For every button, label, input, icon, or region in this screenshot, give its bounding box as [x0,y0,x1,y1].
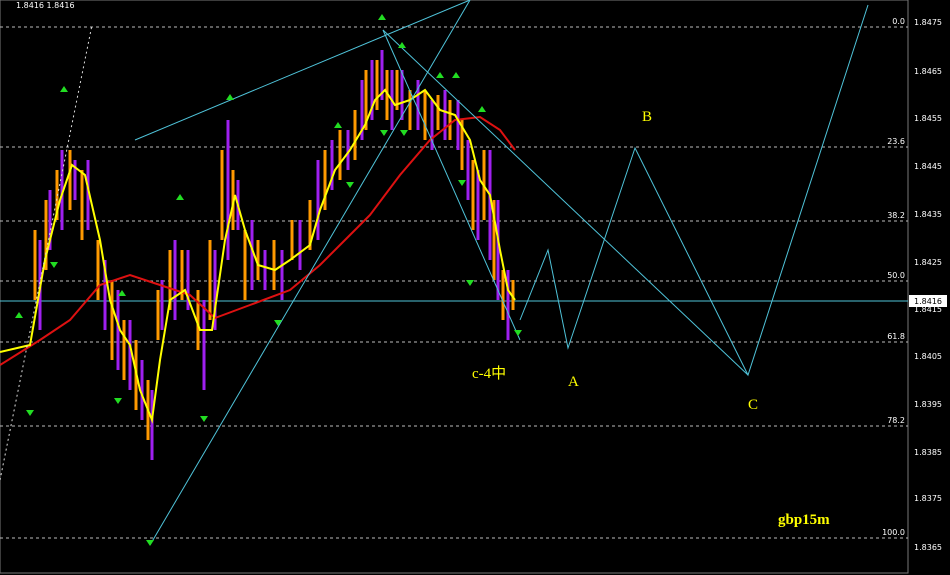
current-price: 1.8416 [914,297,942,306]
plot-frame [0,0,909,574]
price-label: 1.8445 [914,162,942,171]
header-quote: 1.8416 1.8416 [16,1,75,10]
price-label: 1.8425 [914,258,942,267]
slow-ma [0,115,516,366]
price-label: 1.8385 [914,448,942,457]
price-label: 1.8395 [914,400,942,409]
fib-label: 100.0 [882,528,905,537]
fib-label: 23.6 [887,137,905,146]
fib-label: 38.2 [887,211,905,220]
price-label: 1.8435 [914,210,942,219]
price-label: 1.8455 [914,114,942,123]
fib-label: 50.0 [887,271,905,280]
price-label: 1.8365 [914,543,942,552]
price-label: 1.8415 [914,305,942,314]
wave-label: A [568,374,579,390]
wave-note: c-4中 [472,365,506,382]
fast-ma [0,88,516,424]
wave-label: C [748,397,758,413]
price-label: 1.8375 [914,494,942,503]
wave-label: B [642,109,652,125]
dotted-line [0,24,93,481]
trend-lines [134,0,869,546]
fib-label: 78.2 [887,416,905,425]
fib-label: 61.8 [887,332,905,341]
current-price-box [909,295,947,307]
price-label: 1.8405 [914,352,942,361]
fib-label: 0.0 [892,17,905,26]
price-label: 1.8465 [914,67,942,76]
symbol-label: gbp15m [778,512,830,528]
price-axis: 1.8475 1.8465 1.8455 1.8445 1.8435 1.842… [909,18,947,552]
price-label: 1.8475 [914,18,942,27]
